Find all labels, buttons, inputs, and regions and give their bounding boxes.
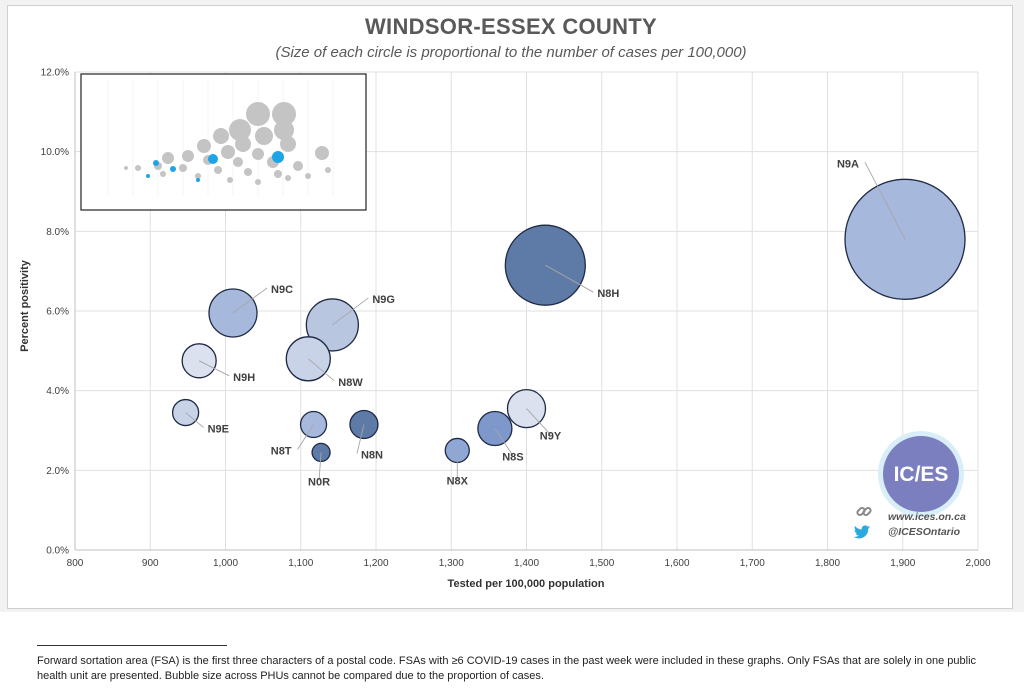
x-tick-label: 1,200 [363, 558, 388, 569]
leader-line [494, 428, 514, 456]
x-tick-label: 1,000 [213, 558, 238, 569]
ices-logo: IC/ES [876, 429, 966, 519]
inset-bubble [229, 119, 251, 141]
inset-bubble [162, 152, 174, 164]
chart-subtitle: (Size of each circle is proportional to … [275, 44, 747, 61]
inset-bubble [293, 161, 303, 171]
inset-bubble [197, 139, 211, 153]
footnote-divider [37, 645, 227, 646]
inset-highlight-bubble [170, 166, 176, 172]
y-tick-label: 0.0% [46, 546, 69, 557]
y-tick-label: 10.0% [41, 147, 69, 158]
x-tick-label: 1,900 [890, 558, 915, 569]
logo-text: IC/ES [894, 463, 949, 486]
x-tick-label: 1,700 [740, 558, 765, 569]
footnote-area: Forward sortation area (FSA) is the firs… [0, 612, 1024, 698]
inset-bubble [221, 145, 235, 159]
leader-line [297, 424, 314, 450]
leader-line [185, 412, 204, 428]
inset-bubble [124, 166, 128, 170]
leader-line [198, 360, 230, 377]
leader-line [526, 408, 551, 435]
inset-bubble [325, 167, 331, 173]
bubble-label-n8n: N8N [361, 450, 383, 462]
chart-frame: 800 900 1,000 1,100 1,200 1,300 1,400 1,500 1,60… [7, 5, 1013, 609]
inset-bubble [182, 150, 194, 162]
x-tick-label: 1,100 [288, 558, 313, 569]
bubble-label-n8s: N8S [502, 452, 523, 464]
bubble-label-n9y: N9Y [540, 431, 562, 443]
chart-svg: 800 900 1,000 1,100 1,200 1,300 1,400 1,500 1,60… [19, 68, 991, 591]
inset-bubble [179, 164, 187, 172]
inset-bubble [255, 127, 273, 145]
x-tick-label: 1,600 [664, 558, 689, 569]
inset-bubble [285, 175, 291, 181]
inset-bubble [135, 165, 141, 171]
tick-labels: 800 900 1,000 1,100 1,200 1,300 1,400 1,500 1,60… [41, 68, 991, 570]
twitter-handle[interactable]: @ICESOntario [888, 526, 961, 538]
bubble-labels: N9A N8H N9C N9G N8W N9H N9E N8T N8N N0R N8X N8S N9Y [185, 158, 906, 488]
inset-highlight-bubble [208, 154, 218, 164]
inset-highlight-bubble [153, 160, 159, 166]
inset-bubble [274, 170, 282, 178]
leader-line [232, 287, 268, 314]
x-axis-label: Tested per 100,000 population [448, 578, 605, 590]
bubble-label-n9g: N9G [372, 294, 395, 306]
bubbles [171, 178, 966, 464]
y-tick-label: 2.0% [46, 466, 69, 477]
bubble-label-n9e: N9E [208, 424, 229, 436]
x-tick-label: 1,500 [589, 558, 614, 569]
x-tick-label: 900 [142, 558, 159, 569]
inset-bubble [227, 177, 233, 183]
bubble-label-n0r: N0R [308, 476, 330, 488]
inset-bubble [246, 102, 270, 126]
inset-highlight-bubble [196, 178, 200, 182]
footnote-text: Forward sortation area (FSA) is the firs… [37, 655, 977, 682]
x-tick-label: 1,300 [439, 558, 464, 569]
leader-line [545, 264, 594, 293]
y-tick-label: 6.0% [46, 307, 69, 318]
inset-bubble [160, 171, 166, 177]
inset-bubble [255, 179, 261, 185]
inset-bubble [213, 128, 229, 144]
bubble-label-n9a: N9A [837, 158, 859, 170]
leader-line [332, 297, 369, 326]
inset-bubble [195, 173, 201, 179]
bubble-label-n8h: N8H [597, 288, 619, 300]
inset-bubble [274, 120, 294, 140]
inset-bubble [315, 146, 329, 160]
bubble-label-n9h: N9H [233, 372, 255, 384]
inset-thumbnail [80, 73, 367, 211]
inset-bubble [252, 148, 264, 160]
link-icon [856, 506, 872, 517]
bubble-label-n9c: N9C [271, 284, 293, 296]
leader-line [356, 424, 365, 454]
twitter-icon [853, 525, 870, 539]
inset-bubble [235, 136, 251, 152]
x-tick-label: 1,800 [815, 558, 840, 569]
leader-line [864, 162, 906, 240]
leader-line [318, 452, 322, 481]
y-axis-label: Percent positivity [19, 259, 31, 352]
inset-highlight-bubble [272, 151, 284, 163]
x-tick-label: 800 [67, 558, 84, 569]
x-tick-label: 2,000 [965, 558, 990, 569]
y-tick-label: 8.0% [46, 227, 69, 238]
inset-bubble [272, 102, 296, 126]
y-tick-label: 4.0% [46, 386, 69, 397]
leader-line [307, 358, 335, 382]
bubble-label-n8t: N8T [271, 446, 292, 458]
bubble-label-n8x: N8X [447, 475, 469, 487]
inset-bubble [305, 173, 311, 179]
bubble-label-n8w: N8W [338, 377, 363, 389]
inset-bubble [280, 136, 296, 152]
x-tick-label: 1,400 [514, 558, 539, 569]
inset-highlight-bubble [146, 174, 150, 178]
y-tick-label: 12.0% [41, 68, 69, 79]
inset-bubble [244, 168, 252, 176]
inset-bubble [233, 157, 243, 167]
chart-title: WINDSOR-ESSEX COUNTY [364, 14, 658, 39]
inset-bubble [214, 166, 222, 174]
website-link[interactable]: www.ices.on.ca [888, 511, 966, 523]
